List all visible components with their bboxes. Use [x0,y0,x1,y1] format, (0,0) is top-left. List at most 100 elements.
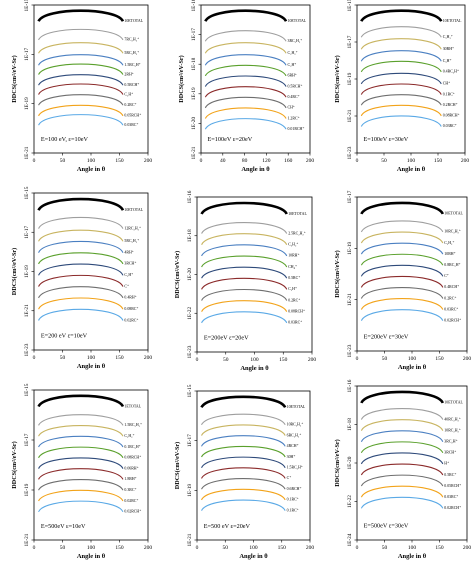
x-tick-label: 200 [461,158,470,164]
series-label: C₂H⁺ [288,62,297,67]
energy-annotation: E=100eV ε=20eV [208,136,253,143]
series-line [360,485,444,498]
series-label: 0.02RCH⁺ [124,509,141,514]
x-tick-label: 50 [223,545,229,551]
x-tick-label: 50 [60,545,66,551]
series-line [38,229,124,242]
series-line [360,242,444,255]
y-tick-label: 1E-19 [347,242,353,255]
y-tick-label: 1E-15 [347,0,353,11]
series-label: 0.08RCH⁺ [443,113,460,118]
y-tick-label: 1E-16 [347,379,353,392]
series-line [360,220,444,233]
plot-area [33,4,149,154]
x-axis-label: Angle in θ [398,553,427,560]
chart-panel: 0 40 80 120 160 200 1E-16 1E-17 1E-18 1E-19 1E-20 1… [178,0,314,173]
x-tick-label: 100 [408,356,417,362]
series-label: 6RC₂H₂⁺ [287,432,302,437]
series-label: 0.4RC₂H⁺ [443,69,459,74]
x-tick-label: 150 [435,545,444,551]
x-axis-label: Angle in θ [239,553,268,560]
series-line [360,474,444,487]
x-axis-label: Angle in θ [241,166,270,173]
x-tick-label: 50 [60,355,66,361]
series-line [38,286,124,299]
y-tick-label: 1E-17 [347,190,353,203]
series-label: 10RC₂H₂⁺ [287,422,304,427]
chart-panel: 0 50 100 150 200 1E-15 1E-17 1E-19 1E-21 DDCS(cm²… [11,383,152,560]
series-label: C⁺ [287,475,292,480]
energy-annotation: E=500eV ε=30eV [364,523,409,530]
series-label: 10ETOTAL [287,405,306,409]
series-label: 30H⁺ [287,454,296,459]
series-label: 0.2RC⁺ [288,297,300,302]
series-label: 0.02RC⁺ [124,498,138,503]
series-line [38,446,124,459]
x-tick-label: 200 [306,545,315,551]
y-tick-label: 1E-15 [24,383,30,396]
series-line [360,264,444,277]
y-tick-label: 1E-17 [187,434,193,447]
series-label: 7RC₂H₂⁺ [124,37,139,42]
series-line [360,275,444,288]
series-label: 0.02RC⁺ [124,317,138,322]
series-label: 1.5RC₂H⁺ [287,464,303,469]
plot-area [196,196,313,353]
x-tick-label: 100 [408,545,417,551]
series-line [360,115,442,127]
series-label: 0.05RCH⁺ [124,113,141,118]
energy-annotation: E=100eV ε=30eV [363,136,408,143]
series-label: 1.5RC₂H₂⁺ [124,422,142,427]
y-tick-label: 1E-19 [347,72,353,85]
y-tick-label: 1E-21 [187,533,193,546]
y-axis-label: DDCS(cm²/eV-Sr) [11,441,18,488]
series-label: 10RC₂H₂⁺ [444,229,461,234]
y-tick-label: 1E-21 [347,293,353,306]
series-label: 1ETOTAL [124,404,141,408]
series-line [204,118,287,130]
y-tick-label: 1E-17 [24,48,30,61]
series-line [38,435,124,448]
series-label: C₂H₂⁺ [443,34,453,39]
y-tick-label: 1E-19 [187,484,193,497]
series-line [360,104,442,117]
x-tick-label: 50 [382,545,388,551]
series-line [204,54,287,66]
series-line [38,489,124,502]
series-label: 30RH⁺ [443,46,454,51]
series-line [360,452,444,465]
series-line [200,395,287,409]
y-tick-label: 1E-16 [191,0,197,11]
series-line [360,419,444,431]
x-axis-label: Angle in θ [240,365,269,372]
y-tick-label: 1E-17 [347,35,353,48]
y-axis-label: DDCS(cm²/eV-Sr) [11,55,18,102]
series-line [204,107,287,119]
x-axis-label: Angle in θ [77,166,106,173]
y-tick-label: 1E-17 [191,28,197,41]
series-label: 0.03RC⁺ [443,123,457,128]
plot-area [196,390,311,541]
series-line [360,298,444,310]
series-label: 2.5RC₂H₂⁺ [288,230,306,235]
y-tick-label: 1E-21 [24,304,30,317]
series-line [360,26,442,38]
y-tick-label: 1E-15 [187,384,193,397]
series-label: H⁺ [444,461,449,466]
y-axis-label: DDCS(cm²/eV-Sr) [334,55,341,102]
x-axis-label: Angle in θ [77,553,106,560]
y-tick-label: 1E-22 [347,495,353,508]
series-line [360,201,445,215]
x-tick-label: 0 [196,357,199,363]
y-tick-label: 1E-23 [24,343,30,356]
series-line [37,197,125,212]
energy-annotation: E=500 eV ε=20eV [204,523,251,530]
series-line [38,94,124,106]
x-tick-label: 0 [33,158,36,164]
y-axis-label: DDCS(cm²/eV-Sr) [334,250,341,297]
series-label: 0.03RC⁺ [444,306,458,311]
series-label: 0.5RCH⁺ [124,82,139,87]
x-tick-label: 120 [262,158,271,164]
series-label: 0.1RC⁺ [443,91,455,96]
series-line [38,479,124,491]
